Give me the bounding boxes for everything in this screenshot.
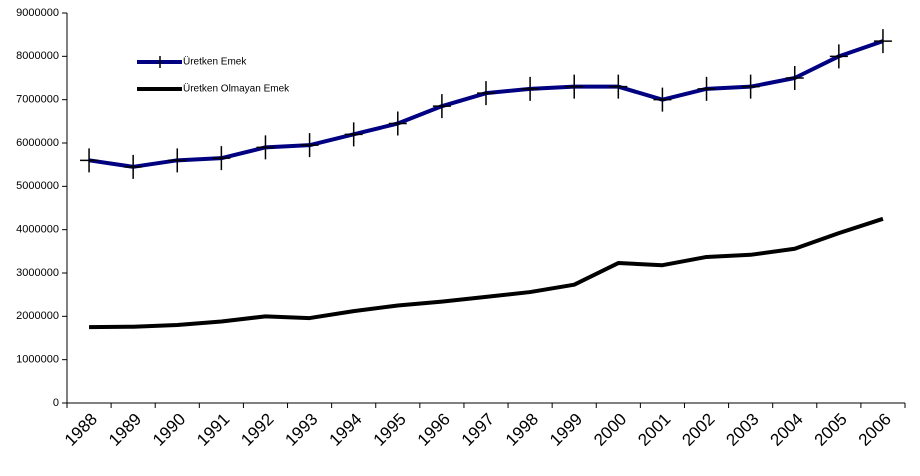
x-tick-label: 2004 bbox=[767, 410, 807, 450]
x-tick-label: 1995 bbox=[370, 410, 410, 450]
y-tick-label: 7000000 bbox=[16, 94, 59, 106]
x-tick-label: 1999 bbox=[546, 410, 586, 450]
x-tick-label: 1997 bbox=[458, 410, 498, 450]
marker bbox=[521, 76, 540, 101]
marker bbox=[212, 146, 231, 171]
y-tick-label: 1000000 bbox=[16, 354, 59, 366]
x-tick-label: 2001 bbox=[634, 410, 674, 450]
x-tick-label: 2000 bbox=[590, 410, 630, 450]
marker bbox=[609, 74, 628, 99]
x-tick-label: 1998 bbox=[502, 410, 542, 450]
marker bbox=[300, 133, 319, 158]
marker bbox=[653, 87, 672, 112]
x-tick-label: 2005 bbox=[811, 410, 851, 450]
y-tick-label: 2000000 bbox=[16, 310, 59, 322]
legend-label: Üretken Emek bbox=[183, 56, 247, 68]
marker bbox=[785, 66, 804, 90]
x-tick-label: 1990 bbox=[149, 410, 189, 450]
marker bbox=[80, 148, 99, 173]
legend: Üretken Emek Üretken Olmayan Emek bbox=[137, 56, 290, 95]
y-tick-label: 0 bbox=[53, 397, 59, 409]
x-tick-label: 1992 bbox=[237, 410, 277, 450]
x-tick-label: 2003 bbox=[722, 410, 762, 450]
x-tick-label: 1993 bbox=[281, 410, 321, 450]
marker bbox=[477, 81, 495, 106]
y-tick-label: 3000000 bbox=[16, 267, 59, 279]
marker bbox=[873, 29, 892, 54]
marker bbox=[741, 74, 760, 99]
marker bbox=[168, 148, 187, 173]
marker bbox=[124, 154, 143, 179]
marker bbox=[829, 44, 848, 69]
marker bbox=[565, 74, 584, 99]
legend-label: Üretken Olmayan Emek bbox=[183, 83, 290, 95]
marker bbox=[256, 135, 275, 160]
y-tick-label: 5000000 bbox=[16, 180, 59, 192]
x-tick-label: 1989 bbox=[105, 410, 145, 450]
x-tick-label: 1996 bbox=[414, 410, 454, 450]
x-tick-label: 1988 bbox=[61, 410, 101, 450]
x-tick-label: 1994 bbox=[326, 410, 366, 450]
y-tick-label: 8000000 bbox=[16, 50, 59, 62]
marker bbox=[697, 76, 716, 101]
x-tick-label: 1991 bbox=[193, 410, 233, 450]
y-tick-label: 9000000 bbox=[16, 7, 59, 19]
x-tick-label: 2002 bbox=[678, 410, 718, 450]
y-tick-label: 6000000 bbox=[16, 137, 59, 149]
series-line bbox=[89, 216, 884, 330]
marker bbox=[432, 94, 451, 119]
marker bbox=[388, 111, 407, 136]
y-tick-label: 4000000 bbox=[16, 224, 59, 236]
marker bbox=[344, 122, 363, 147]
x-tick-label: 2006 bbox=[855, 410, 895, 450]
